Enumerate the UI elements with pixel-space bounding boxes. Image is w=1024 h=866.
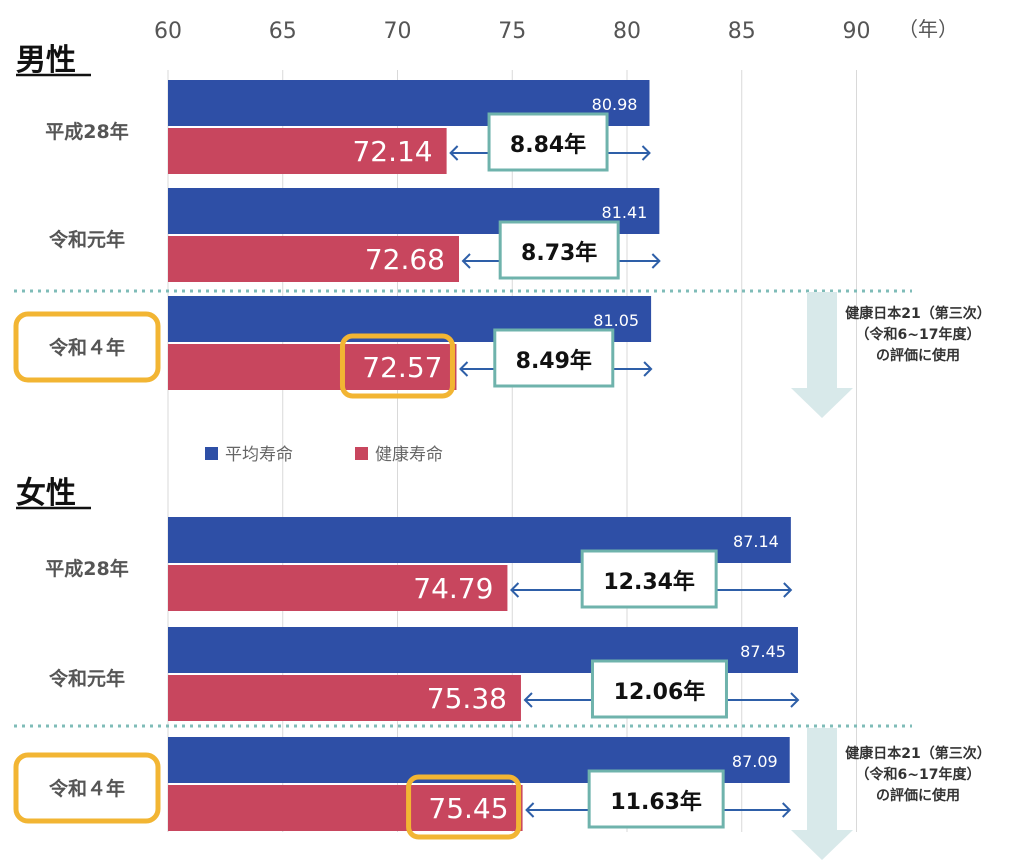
bar-healthy-life xyxy=(168,675,521,721)
x-tick-label: 60 xyxy=(154,19,182,44)
gap-arrowhead-left xyxy=(461,253,471,269)
x-tick-label: 75 xyxy=(498,19,526,44)
bar-healthy-life xyxy=(168,236,460,282)
bar-average-label: 80.98 xyxy=(592,95,638,114)
evaluation-down-arrow xyxy=(791,728,853,860)
evaluation-note-line: 健康日本21（第三次） xyxy=(845,745,990,762)
bar-average-label: 87.14 xyxy=(733,532,779,551)
x-tick-label: 80 xyxy=(613,19,641,44)
row-label: 平成28年 xyxy=(45,120,128,143)
evaluation-down-arrow xyxy=(791,292,853,418)
bar-average-label: 87.45 xyxy=(740,642,786,661)
legend-label-healthy: 健康寿命 xyxy=(375,445,443,465)
gap-arrowhead-left xyxy=(525,802,535,818)
bar-healthy-life xyxy=(168,785,523,831)
gap-arrowhead-right xyxy=(782,802,792,818)
bar-row: 平成28年 80.98 72.14 8.84年 xyxy=(45,80,650,174)
gap-label: 8.84年 xyxy=(510,132,586,158)
row-label: 令和元年 xyxy=(49,228,125,251)
highlight-frame xyxy=(406,774,522,840)
bar-healthy-label: 75.45 xyxy=(428,792,508,825)
gap-arrowhead-left xyxy=(510,582,520,598)
gap-box xyxy=(493,328,615,388)
gap-arrowhead-left xyxy=(459,361,469,377)
evaluation-note-line: の評価に使用 xyxy=(876,787,960,804)
x-tick-label: 85 xyxy=(728,19,756,44)
bar-average-label: 81.05 xyxy=(593,311,639,330)
gap-label: 12.34年 xyxy=(603,569,695,595)
evaluation-note-line: （令和6~17年度） xyxy=(856,766,981,783)
gap-arrowhead-left xyxy=(523,692,533,708)
gap-arrowhead-left xyxy=(449,145,459,161)
evaluation-note-line: 健康日本21（第三次） xyxy=(845,305,990,322)
row-label: 令和４年 xyxy=(49,336,125,359)
bar-healthy-label: 72.57 xyxy=(362,351,442,384)
highlight-frame xyxy=(339,333,455,399)
bar-healthy-label: 74.79 xyxy=(413,572,493,605)
bar-row: 令和４年 81.05 72.57 8.49年 xyxy=(13,296,652,399)
gap-box xyxy=(587,769,725,829)
bar-average-label: 87.09 xyxy=(732,752,778,771)
gap-arrowhead-right xyxy=(641,145,651,161)
legend-swatch-healthy xyxy=(355,447,368,460)
gap-box xyxy=(590,659,728,719)
section-title: 男性 xyxy=(16,43,76,78)
highlight-frame xyxy=(13,752,161,824)
gap-box xyxy=(580,549,718,609)
gap-arrowhead-right xyxy=(651,253,661,269)
bar-healthy-life xyxy=(168,128,447,174)
bar-row: 令和元年 81.41 72.68 8.73年 xyxy=(49,188,660,282)
legend-swatch-average xyxy=(205,447,218,460)
legend-label-average: 平均寿命 xyxy=(225,445,293,465)
legend: 平均寿命 健康寿命 xyxy=(205,445,443,465)
row-label: 平成28年 xyxy=(45,557,128,580)
x-unit-label: （年） xyxy=(898,17,958,41)
x-tick-label: 90 xyxy=(843,19,871,44)
bar-healthy-life xyxy=(168,344,457,390)
bar-healthy-label: 72.14 xyxy=(352,135,432,168)
highlight-frame xyxy=(13,311,161,383)
row-label: 令和４年 xyxy=(49,777,125,800)
row-label: 令和元年 xyxy=(49,667,125,690)
gap-arrowhead-right xyxy=(783,582,793,598)
bar-healthy-label: 72.68 xyxy=(365,243,445,276)
evaluation-note-line: の評価に使用 xyxy=(876,347,960,364)
bar-row: 令和元年 87.45 75.38 12.06年 xyxy=(49,627,798,721)
bar-row: 令和４年 87.09 75.45 11.63年 xyxy=(13,737,790,840)
gap-label: 8.49年 xyxy=(516,348,592,374)
section-title: 女性 xyxy=(16,476,76,511)
gap-box xyxy=(487,112,609,172)
gap-arrowhead-right xyxy=(643,361,653,377)
bar-average-label: 81.41 xyxy=(602,203,648,222)
bar-healthy-life xyxy=(168,565,508,611)
gap-box xyxy=(498,220,620,280)
evaluation-note-line: （令和6~17年度） xyxy=(856,326,981,343)
gap-label: 11.63年 xyxy=(610,789,702,815)
gap-label: 12.06年 xyxy=(614,679,706,705)
gap-label: 8.73年 xyxy=(521,240,597,266)
bar-healthy-label: 75.38 xyxy=(427,682,507,715)
bar-row: 平成28年 87.14 74.79 12.34年 xyxy=(45,517,791,611)
x-tick-label: 65 xyxy=(269,19,297,44)
gap-arrowhead-right xyxy=(790,692,800,708)
x-tick-label: 70 xyxy=(384,19,412,44)
